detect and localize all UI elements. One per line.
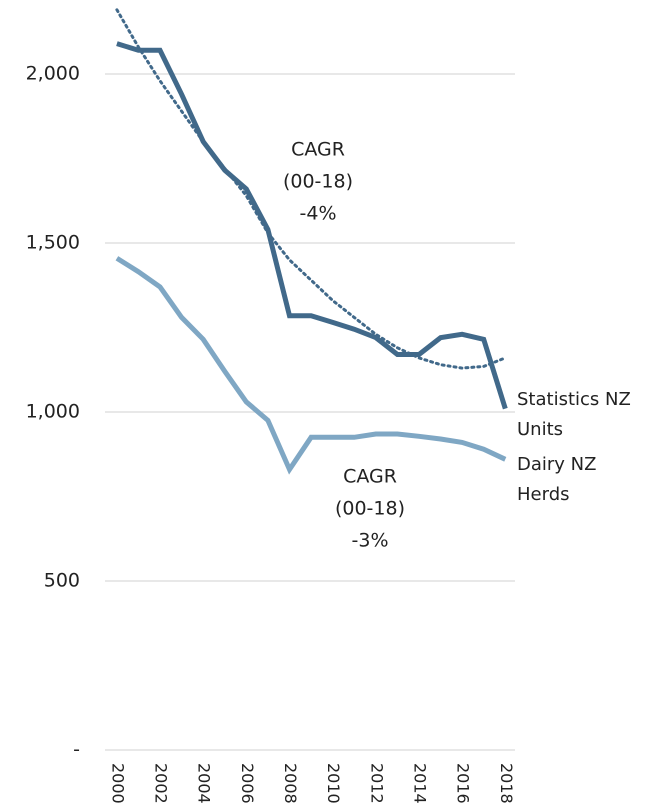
x-tick-label: 2016 [454, 763, 473, 804]
x-tick-label: 2008 [281, 763, 300, 804]
x-tick-label: 2000 [108, 763, 127, 804]
annotation: CAGR [291, 139, 345, 161]
series-label-text: Statistics NZ Units [517, 389, 631, 440]
annotation: (00-18) [335, 498, 405, 520]
annotation: -3% [352, 530, 389, 552]
series-line [115, 256, 507, 475]
annotation: CAGR [343, 466, 397, 488]
y-tick-label: 1,500 [26, 232, 80, 254]
trend-line [115, 8, 507, 370]
y-tick-label: 500 [44, 570, 80, 592]
x-tick-label: 2018 [497, 763, 516, 804]
x-tick-label: 2006 [238, 763, 257, 804]
annotation: -4% [300, 203, 337, 225]
series-label: Statistics NZ Units [517, 389, 631, 440]
y-tick-label: - [73, 739, 80, 761]
x-tick-label: 2014 [410, 763, 429, 804]
x-tick-label: 2004 [195, 763, 214, 804]
annotation: (00-18) [283, 171, 353, 193]
x-tick-label: 2010 [324, 763, 343, 804]
x-tick-label: 2012 [367, 763, 386, 804]
y-tick-label: 1,000 [26, 401, 80, 423]
series-line [116, 41, 508, 410]
x-tick-label: 2002 [152, 763, 171, 804]
series-label: Dairy NZ Herds [517, 454, 597, 505]
y-tick-label: 2,000 [26, 63, 80, 85]
series-label-text: Dairy NZ Herds [517, 454, 597, 505]
